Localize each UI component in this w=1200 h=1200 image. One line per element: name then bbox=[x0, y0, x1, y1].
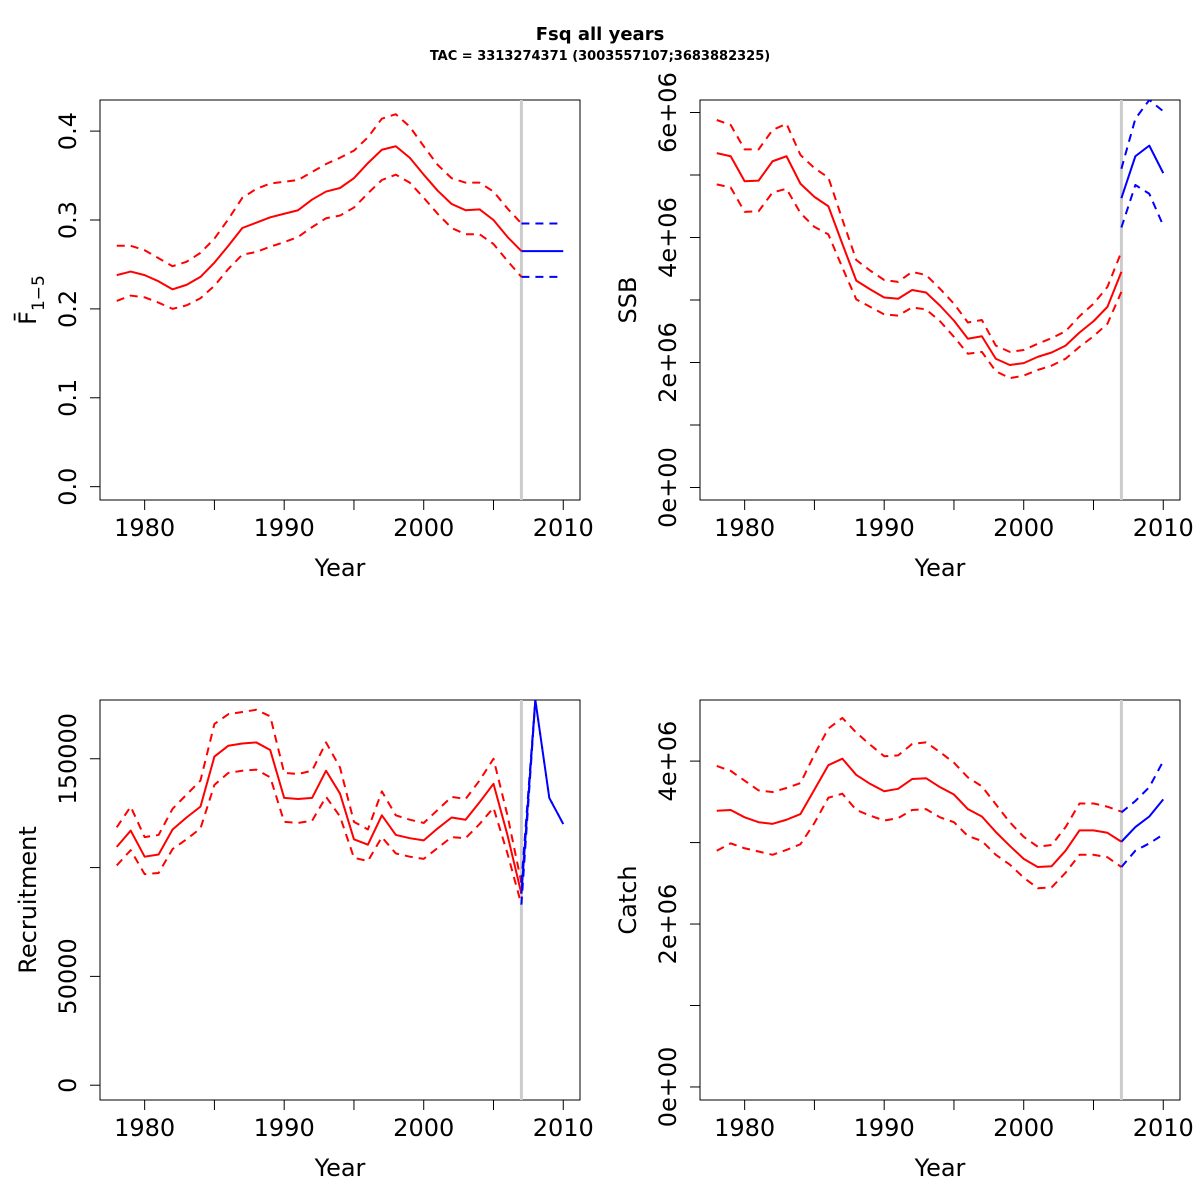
y-tick-label: 0.0 bbox=[54, 468, 82, 506]
y-tick-label: 0.2 bbox=[54, 290, 82, 328]
x-tick-label: 1990 bbox=[254, 1114, 315, 1142]
y-tick-label: 4e+06 bbox=[654, 721, 682, 802]
chart-ssb: 1980 1990 2000 2010 0e+00 2e+06 4e+06 6e+06 Year… bbox=[614, 72, 1194, 582]
y-tick-label: 6e+06 bbox=[654, 72, 682, 153]
x-tick-label: 2000 bbox=[993, 514, 1054, 542]
y-axis-label: Recruitment bbox=[14, 826, 42, 973]
projection-ci-line bbox=[1120, 760, 1165, 814]
projection-ci-line bbox=[1120, 184, 1165, 228]
projection-ci-line bbox=[1120, 100, 1164, 170]
y-tick-label: 50000 bbox=[54, 938, 82, 1014]
x-tick-label: 2010 bbox=[1133, 514, 1194, 542]
figure-title: Fsq all years bbox=[536, 24, 665, 45]
y-axis-label-main: Recruitment bbox=[14, 826, 42, 973]
y-tick-label: 0 bbox=[54, 1078, 82, 1093]
x-tick-label: 1990 bbox=[254, 514, 315, 542]
x-tick-label: 2000 bbox=[993, 1114, 1054, 1142]
y-tick-label: 150000 bbox=[54, 713, 82, 805]
y-tick-label: 0e+00 bbox=[654, 1047, 682, 1128]
x-axis-label: Year bbox=[914, 554, 966, 582]
y-tick-label: 2e+06 bbox=[654, 884, 682, 965]
y-axis-label: F̄1−5 bbox=[13, 275, 49, 325]
historical-ci-line bbox=[116, 768, 523, 905]
x-tick-label: 2000 bbox=[393, 1114, 454, 1142]
plot-frame bbox=[699, 99, 1181, 501]
series-group bbox=[115, 700, 565, 905]
plot-frame bbox=[699, 699, 1181, 1101]
series-group bbox=[116, 113, 564, 310]
y-axis-label-main: Catch bbox=[614, 865, 642, 934]
x-tick-label: 1980 bbox=[714, 514, 775, 542]
y-tick-label: 0.1 bbox=[54, 379, 82, 417]
x-tick-label: 1980 bbox=[114, 514, 175, 542]
x-axis-label: Year bbox=[314, 554, 366, 582]
y-axis-label-main: F̄ bbox=[13, 311, 42, 325]
x-tick-label: 1990 bbox=[854, 1114, 915, 1142]
historical-ci-line bbox=[716, 119, 1123, 353]
historical-median-line bbox=[116, 145, 523, 291]
projection-median-line bbox=[1120, 798, 1165, 843]
series-group bbox=[716, 716, 1165, 890]
x-tick-label: 1980 bbox=[714, 1114, 775, 1142]
chart-fbar: 1980 1990 2000 2010 0.0 0.1 0.2 0.3 0.4 Year F̄1−5 bbox=[13, 99, 594, 582]
figure-subtitle: TAC = 3313274371 (3003557107;3683882325) bbox=[430, 49, 770, 64]
x-tick-label: 2010 bbox=[533, 514, 594, 542]
historical-ci-line bbox=[716, 792, 1122, 890]
historical-ci-line bbox=[115, 708, 523, 884]
x-axis-label: Year bbox=[914, 1154, 966, 1182]
projection-ci-line bbox=[520, 700, 565, 905]
y-tick-label: 0.3 bbox=[54, 201, 82, 239]
y-tick-label: 0.4 bbox=[54, 112, 82, 150]
y-axis-label-subscript: 1−5 bbox=[29, 275, 49, 311]
x-tick-label: 1980 bbox=[114, 1114, 175, 1142]
historical-median-line bbox=[716, 152, 1123, 366]
historical-ci-line bbox=[716, 183, 1123, 380]
y-axis-label: SSB bbox=[614, 277, 642, 324]
plot-frame bbox=[99, 99, 581, 501]
y-axis-label-main: SSB bbox=[614, 277, 642, 324]
x-tick-label: 2000 bbox=[393, 514, 454, 542]
x-axis-label: Year bbox=[314, 1154, 366, 1182]
historical-median-line bbox=[115, 741, 523, 894]
historical-median-line bbox=[716, 757, 1122, 869]
y-tick-label: 4e+06 bbox=[654, 197, 682, 278]
projection-ci-line bbox=[520, 700, 565, 883]
plot-frame bbox=[99, 699, 581, 1101]
chart-panels: 1980 1990 2000 2010 0.0 0.1 0.2 0.3 0.4 Year F̄1−5… bbox=[13, 72, 1194, 1182]
historical-ci-line bbox=[716, 716, 1122, 848]
historical-ci-line bbox=[116, 173, 523, 310]
y-axis-label: Catch bbox=[614, 865, 642, 934]
historical-ci-line bbox=[116, 113, 523, 268]
y-tick-label: 2e+06 bbox=[654, 322, 682, 403]
projection-ci-line bbox=[1120, 833, 1164, 868]
series-group bbox=[716, 100, 1165, 380]
y-tick-label: 0e+00 bbox=[654, 447, 682, 528]
x-tick-label: 1990 bbox=[854, 514, 915, 542]
x-tick-label: 2010 bbox=[533, 1114, 594, 1142]
x-tick-label: 2010 bbox=[1133, 1114, 1194, 1142]
chart-recruitment: 1980 1990 2000 2010 0 50000 150000 Year Recruitm… bbox=[14, 699, 594, 1182]
chart-catch: 1980 1990 2000 2010 0e+00 2e+06 4e+06 Year Catch bbox=[614, 699, 1194, 1182]
projection-median-line bbox=[1120, 144, 1165, 199]
